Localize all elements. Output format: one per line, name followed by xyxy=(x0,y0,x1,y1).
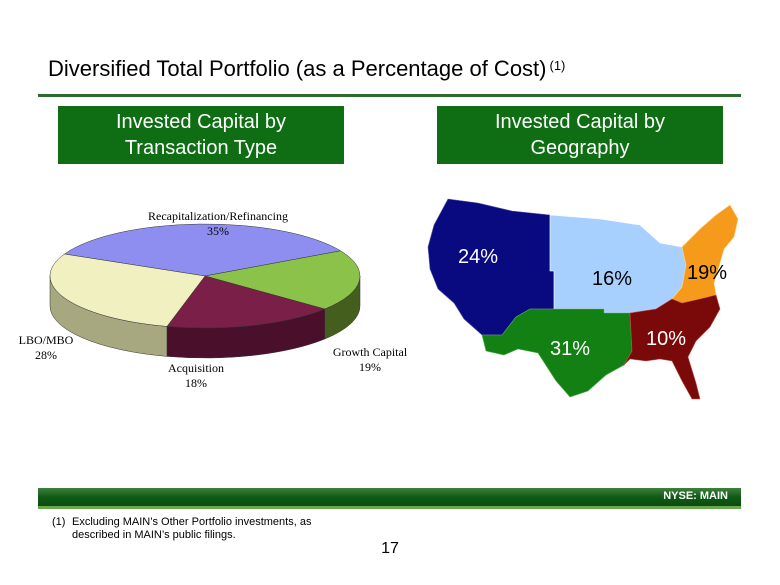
page-number: 17 xyxy=(381,540,399,557)
label-southeast: 10% xyxy=(646,328,686,350)
pie-slice-growth-capital xyxy=(204,250,361,310)
transaction-header-line2: Transaction Type xyxy=(124,137,278,159)
footnote-line2: described in MAIN’s public filings. xyxy=(72,529,236,541)
pie-slice-recapitalization-refinancing xyxy=(63,223,342,277)
pie-label-category-0: Recapitalization/Refinancing xyxy=(148,209,288,223)
page-title: Diversified Total Portfolio (as a Percen… xyxy=(48,56,565,82)
geography-header-line1: Invested Capital by xyxy=(494,111,666,133)
pie-label-percent-3: 28% xyxy=(35,348,57,362)
transaction-pie-chart: Recapitalization/Refinancing 35% Growth Ca… xyxy=(0,180,420,420)
pie-label-percent-0: 35% xyxy=(207,224,229,238)
pie-slice-lbo-mbo xyxy=(49,253,206,327)
ticker-label: NYSE: MAIN xyxy=(663,490,728,502)
transaction-header-line1: Invested Capital by xyxy=(115,111,287,133)
geography-map-chart: 24% 16% 19% 31% 10% xyxy=(420,185,740,415)
footnote-line1: Excluding MAIN’s Other Portfolio investm… xyxy=(72,516,312,528)
region-northeast xyxy=(671,204,739,304)
footnote: (1) Excluding MAIN’s Other Portfolio inve… xyxy=(52,516,311,542)
footnote-number: (1) xyxy=(52,516,66,528)
label-west: 24% xyxy=(458,246,498,268)
footer-line xyxy=(38,506,741,509)
pie-label-category-1: Growth Capital xyxy=(333,345,408,359)
pie-label-percent-1: 19% xyxy=(359,360,381,374)
pie-label-percent-2: 18% xyxy=(185,376,207,390)
us-map-svg: 24% 16% 19% 31% 10% xyxy=(427,198,739,400)
label-northeast: 19% xyxy=(687,262,727,284)
title-text: Diversified Total Portfolio (as a Percen… xyxy=(48,56,547,81)
geography-header: Invested Capital by Geography xyxy=(437,106,723,164)
label-midwest: 16% xyxy=(592,268,632,290)
geography-header-line2: Geography xyxy=(530,137,630,159)
label-southwest: 31% xyxy=(550,338,590,360)
pie-slice-acquisition xyxy=(166,275,326,329)
transaction-type-header: Invested Capital by Transaction Type xyxy=(58,106,344,164)
title-footnote-ref: (1) xyxy=(549,58,566,73)
region-southeast xyxy=(623,294,721,400)
footer-bar xyxy=(38,488,741,506)
region-midwest xyxy=(549,214,687,314)
pie-label-category-3: LBO/MBO xyxy=(19,333,74,347)
pie-label-category-2: Acquisition xyxy=(168,361,224,375)
title-rule xyxy=(38,94,741,97)
